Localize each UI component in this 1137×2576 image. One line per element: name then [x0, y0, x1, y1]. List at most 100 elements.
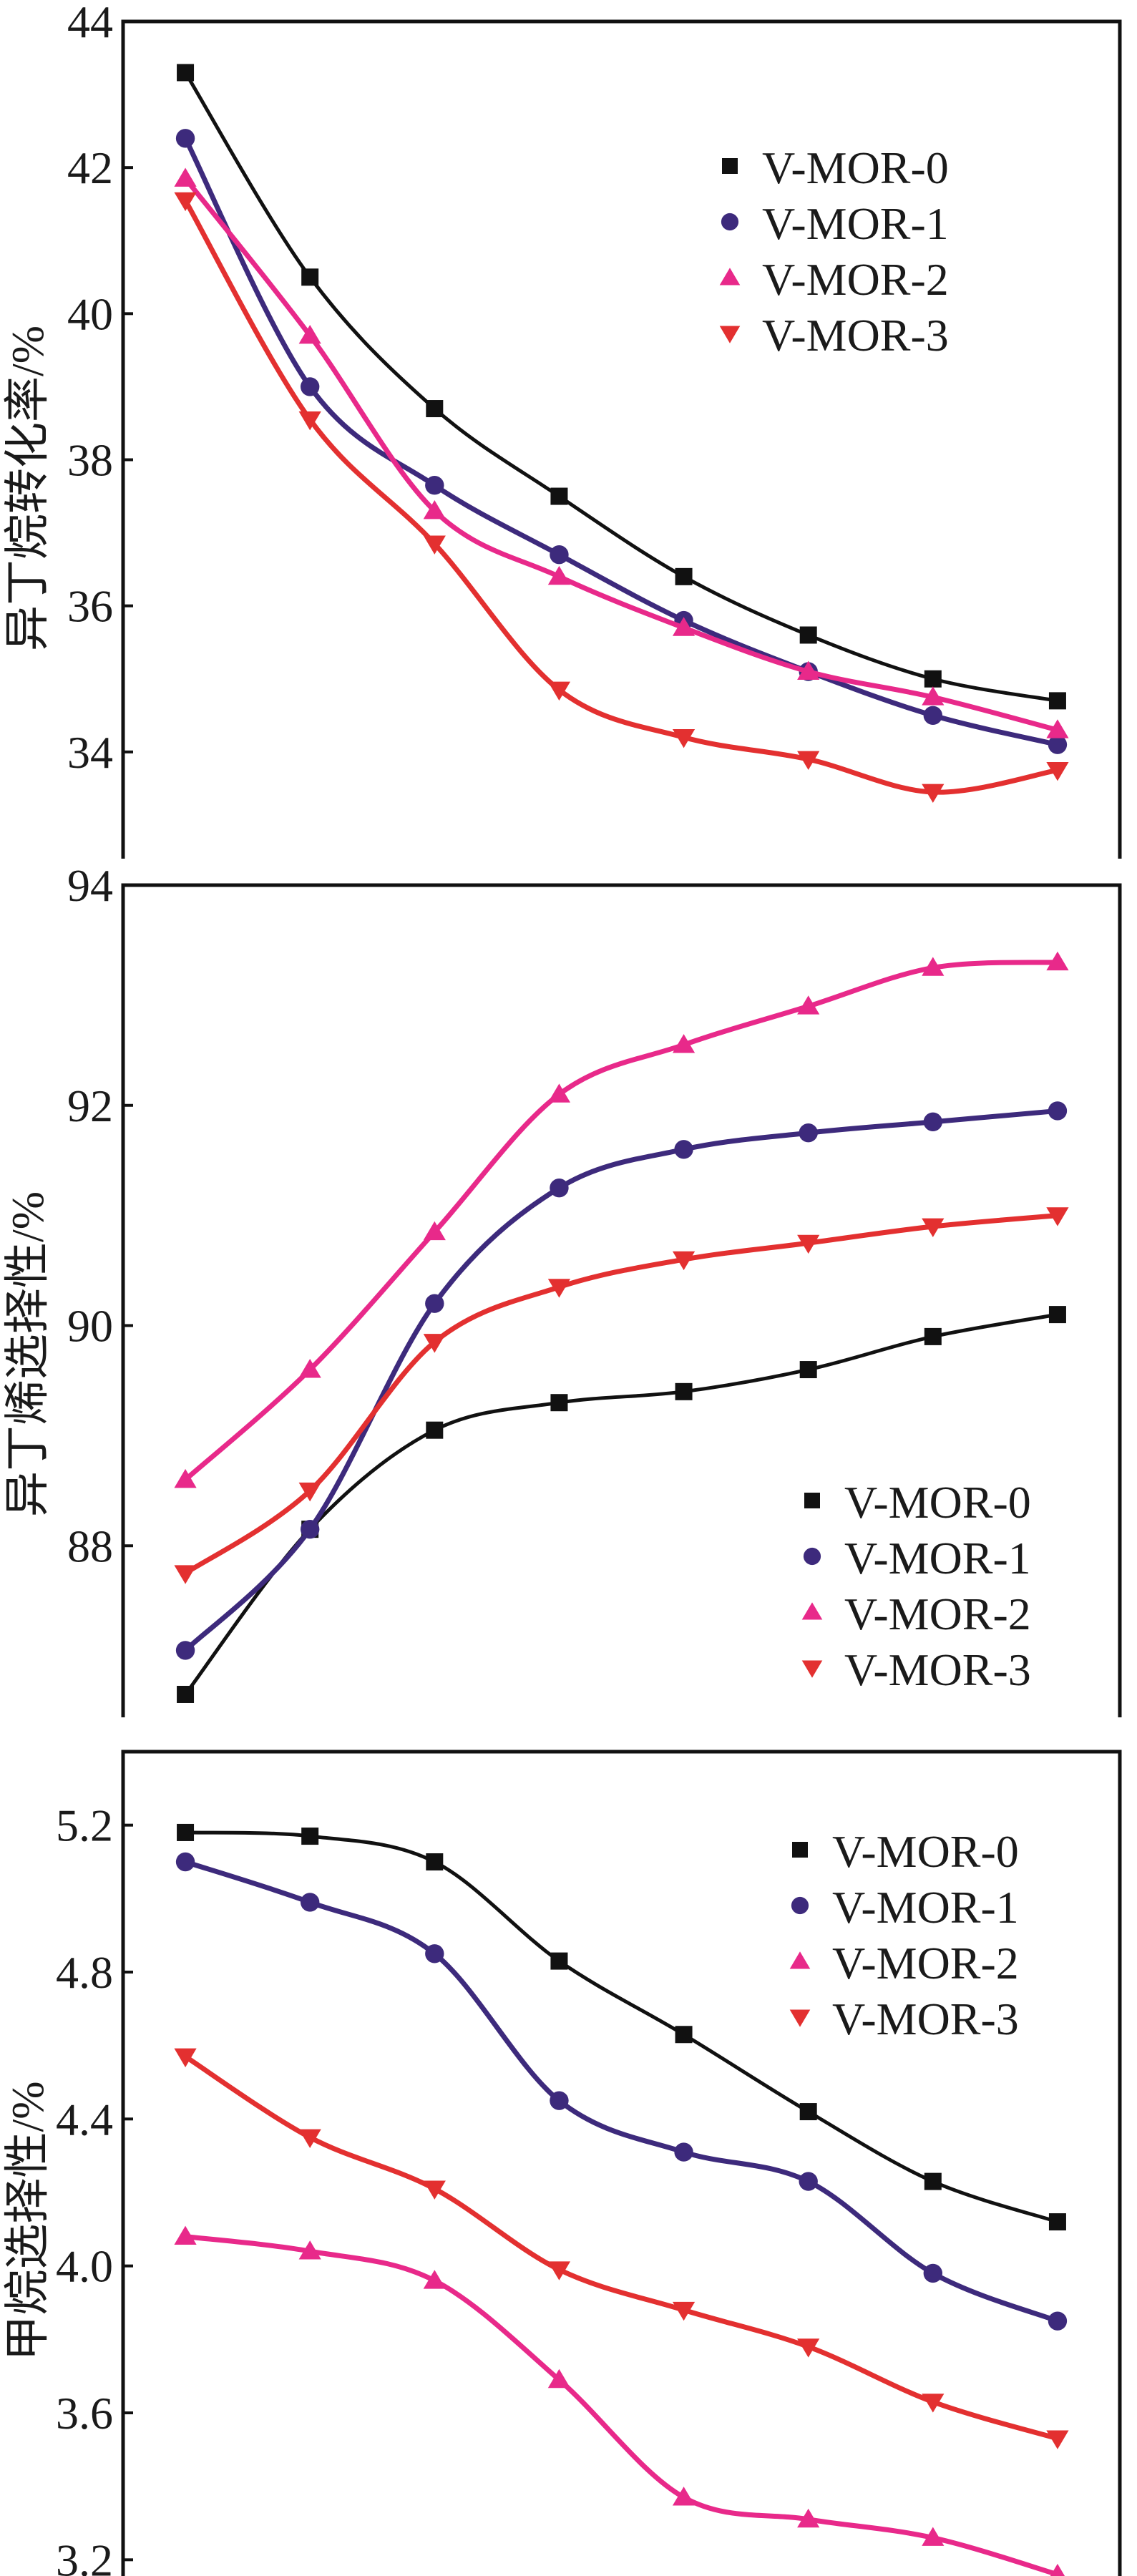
data-point [547, 1083, 571, 1103]
data-point [550, 545, 569, 565]
legend-marker [719, 268, 741, 286]
data-point [547, 1279, 571, 1298]
data-point [675, 2026, 693, 2044]
legend-marker [804, 1493, 820, 1508]
series-v-mor-3 [174, 192, 1069, 803]
data-point [672, 1251, 696, 1271]
y-tick-label: 94 [67, 860, 113, 911]
data-point [1048, 2213, 1066, 2231]
legend-label: V-MOR-2 [832, 1938, 1019, 1989]
data-point [1046, 719, 1069, 738]
data-point [799, 2172, 818, 2191]
data-point [177, 1823, 195, 1841]
legend-marker [789, 2009, 811, 2027]
y-tick-label: 38 [67, 435, 113, 486]
legend-label: V-MOR-1 [844, 1533, 1031, 1584]
y-tick-label: 34 [67, 727, 113, 778]
data-point [675, 1382, 693, 1400]
chart-panel-c: 3.23.64.04.44.85.212345678反应时间/h(c) 甲烷选择… [0, 1717, 1137, 2576]
data-point [423, 2270, 446, 2289]
data-point [1048, 735, 1068, 754]
legend-marker [803, 1547, 821, 1566]
y-tick-label: 42 [67, 142, 113, 193]
legend-label: V-MOR-0 [762, 142, 949, 193]
y-tick-label: 90 [67, 1301, 113, 1352]
series-v-mor-0 [177, 1823, 1066, 2231]
data-point [425, 1944, 444, 1963]
data-point [550, 2091, 569, 2110]
legend-label: V-MOR-2 [762, 254, 949, 305]
y-tick-label: 40 [67, 288, 113, 339]
data-point [175, 1641, 195, 1660]
y-tick-label: 4.0 [56, 2241, 113, 2292]
legend: V-MOR-0V-MOR-1V-MOR-2V-MOR-3 [719, 142, 949, 361]
legend-label: V-MOR-0 [832, 1826, 1019, 1877]
data-point [423, 535, 446, 555]
data-point [924, 1327, 942, 1345]
data-point [674, 1140, 693, 1159]
data-point [174, 1565, 197, 1584]
legend-marker [801, 1660, 823, 1678]
series-line [183, 1830, 1060, 2224]
data-point [298, 2129, 321, 2148]
legend: V-MOR-0V-MOR-1V-MOR-2V-MOR-3 [789, 1826, 1019, 2044]
legend: V-MOR-0V-MOR-1V-MOR-2V-MOR-3 [801, 1477, 1031, 1695]
legend-marker [719, 326, 741, 343]
data-point [1046, 761, 1069, 781]
y-tick-label: 92 [67, 1080, 113, 1131]
data-point [423, 1221, 446, 1241]
data-point [799, 2103, 817, 2121]
data-point [298, 411, 321, 431]
data-point [550, 1952, 568, 1970]
data-point [1048, 692, 1066, 710]
legend-label: V-MOR-3 [832, 1994, 1019, 2044]
data-point [924, 670, 942, 688]
data-point [175, 1852, 195, 1872]
data-point [1050, 2563, 1065, 2576]
data-point [423, 1334, 446, 1353]
data-point [423, 2180, 446, 2200]
data-point [550, 487, 568, 505]
data-point [674, 2142, 693, 2162]
y-tick-label: 88 [67, 1521, 113, 1571]
data-point [174, 2225, 197, 2245]
legend-marker [801, 1602, 823, 1620]
legend-label: V-MOR-3 [762, 310, 949, 361]
data-point [797, 751, 820, 771]
data-point [1048, 1306, 1066, 1324]
data-point [672, 729, 696, 748]
legend-marker [721, 213, 739, 231]
data-point [922, 1218, 945, 1238]
data-point [924, 2172, 942, 2190]
data-point [799, 626, 817, 644]
data-point [672, 1034, 696, 1053]
data-point [923, 2263, 943, 2283]
data-point [922, 2527, 945, 2546]
data-point [547, 681, 571, 701]
data-point [300, 1893, 320, 1912]
data-point [301, 268, 319, 286]
data-point [1048, 2311, 1068, 2331]
data-point [426, 400, 444, 418]
data-point [1048, 1101, 1068, 1121]
data-point [547, 2261, 571, 2280]
series-line [182, 1108, 1060, 1653]
data-point [675, 567, 693, 585]
data-point [550, 1394, 568, 1412]
legend-label: V-MOR-1 [762, 198, 949, 249]
data-point [300, 1519, 320, 1539]
data-point [298, 1482, 321, 1502]
y-tick-label: 4.8 [56, 1947, 113, 1998]
series-v-mor-2 [174, 167, 1069, 738]
series-v-mor-2 [174, 951, 1069, 1488]
data-point [1046, 1207, 1069, 1226]
data-point [923, 706, 943, 725]
data-point [426, 1853, 444, 1870]
y-axis-title: 甲烷选择性/% [2, 2081, 53, 2361]
legend-marker [789, 1951, 811, 1969]
legend-label: V-MOR-0 [844, 1477, 1031, 1528]
series-v-mor-3 [174, 2048, 1069, 2449]
data-point [174, 2048, 197, 2068]
data-point [426, 1421, 444, 1439]
series-line [182, 2234, 1060, 2576]
